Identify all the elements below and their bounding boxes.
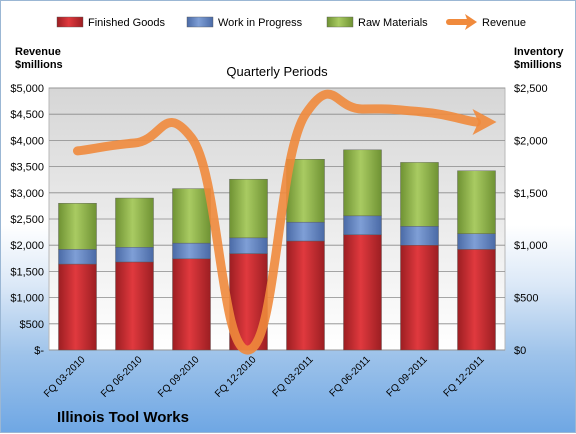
right-axis-title-line1: Inventory bbox=[514, 46, 564, 58]
bar-finished-goods bbox=[400, 244, 439, 351]
bar-raw-materials bbox=[457, 170, 496, 234]
legend-swatch bbox=[56, 16, 84, 28]
left-tick-label: $2,500 bbox=[10, 214, 44, 226]
right-tick-label: $1,500 bbox=[514, 188, 548, 200]
right-tick-label: $2,000 bbox=[514, 135, 548, 147]
left-tick-label: $1,000 bbox=[10, 293, 44, 305]
category-label: FQ 12-2010 bbox=[213, 354, 259, 400]
bar-finished-goods bbox=[343, 234, 382, 351]
left-axis-title: Revenue $millions bbox=[15, 46, 63, 72]
left-axis-title-line2: $millions bbox=[15, 59, 63, 71]
bar-raw-materials bbox=[172, 188, 211, 244]
left-tick-label: $500 bbox=[20, 319, 44, 331]
revenue-line bbox=[73, 89, 481, 355]
chart-title: Quarterly Periods bbox=[226, 64, 328, 79]
bar-finished-goods bbox=[286, 240, 325, 351]
bar-finished-goods bbox=[115, 261, 154, 351]
left-tick-label: $1,500 bbox=[10, 266, 44, 278]
bar-raw-materials bbox=[229, 178, 268, 239]
bar-raw-materials bbox=[343, 149, 382, 217]
left-tick-label: $4,500 bbox=[10, 109, 44, 121]
category-label: FQ 09-2010 bbox=[156, 354, 202, 400]
right-axis-title: Inventory $millions bbox=[514, 46, 564, 72]
bar-work-in-progress bbox=[286, 221, 325, 242]
category-label: FQ 06-2010 bbox=[99, 354, 145, 400]
right-tick-label: $2,500 bbox=[514, 83, 548, 95]
left-tick-label: $- bbox=[34, 345, 44, 357]
legend-swatch bbox=[186, 16, 214, 28]
bar-raw-materials bbox=[115, 197, 154, 248]
left-tick-label: $2,000 bbox=[10, 240, 44, 252]
bar-raw-materials bbox=[58, 203, 97, 250]
category-label: FQ 12-2011 bbox=[442, 354, 487, 399]
bar-work-in-progress bbox=[58, 249, 97, 265]
category-label: FQ 03-2010 bbox=[42, 354, 88, 400]
bar-work-in-progress bbox=[229, 237, 268, 254]
bar-finished-goods bbox=[58, 263, 97, 351]
right-tick-label: $0 bbox=[514, 345, 526, 357]
bar-work-in-progress bbox=[343, 215, 382, 235]
bar-finished-goods bbox=[457, 249, 496, 351]
category-label: FQ 06-2011 bbox=[328, 354, 373, 399]
right-axis-title-line2: $millions bbox=[514, 59, 562, 71]
left-tick-label: $3,500 bbox=[10, 162, 44, 174]
category-label: FQ 09-2011 bbox=[385, 354, 430, 399]
legend-swatch bbox=[326, 16, 354, 28]
legend-arrow-icon bbox=[465, 14, 477, 30]
left-axis-title-line1: Revenue bbox=[15, 46, 61, 58]
left-tick-label: $3,000 bbox=[10, 188, 44, 200]
bar-raw-materials bbox=[400, 162, 439, 227]
right-tick-label: $500 bbox=[514, 293, 538, 305]
left-tick-label: $4,000 bbox=[10, 135, 44, 147]
bar-work-in-progress bbox=[400, 226, 439, 246]
category-label: FQ 03-2011 bbox=[271, 354, 316, 399]
company-name: Illinois Tool Works bbox=[57, 409, 189, 426]
bar-finished-goods bbox=[172, 258, 211, 351]
bar-work-in-progress bbox=[457, 233, 496, 250]
bar-work-in-progress bbox=[172, 242, 211, 260]
revenue-arrow-head bbox=[472, 109, 497, 136]
legend-label: Work in Progress bbox=[218, 17, 303, 29]
right-tick-label: $1,000 bbox=[514, 240, 548, 252]
legend-label: Raw Materials bbox=[358, 17, 428, 29]
left-tick-label: $5,000 bbox=[10, 83, 44, 95]
legend-label: Revenue bbox=[482, 17, 526, 29]
bar-work-in-progress bbox=[115, 247, 154, 263]
legend-label: Finished Goods bbox=[88, 17, 166, 29]
